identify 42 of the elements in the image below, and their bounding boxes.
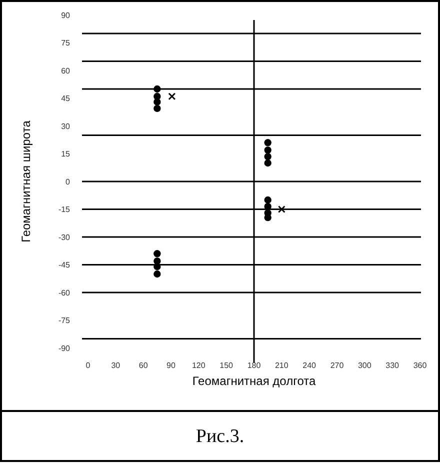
x-tick-label: 330 [386,361,400,370]
x-tick-label: 270 [330,361,344,370]
y-tick-label: -45 [58,260,71,270]
point [154,270,161,278]
x-tick-label: 150 [220,361,234,370]
point [278,206,286,213]
y-tick-label: 75 [61,38,71,48]
x-tick-label: 120 [192,361,206,370]
x-axis-title: Геомагнитная долгота [192,374,316,388]
point [154,104,161,112]
point [154,263,161,270]
point [154,250,161,258]
point [154,85,161,93]
x-tick-label: 240 [302,361,317,370]
y-tick-label: 0 [66,177,71,186]
point [168,92,176,100]
y-tick-label: -30 [58,232,71,242]
y-axis-title: Геомагнитная широта [19,120,33,242]
x-tick-label: 180 [247,361,262,370]
y-tick-label: 90 [61,10,71,20]
x-tick-label: 60 [138,361,148,370]
point [154,98,161,106]
point [264,146,272,154]
y-tick-label: 15 [61,150,71,159]
point [264,139,272,146]
y-tick-label: -90 [58,344,71,353]
x-tick-label: 0 [86,361,91,370]
y-tick-label: -15 [58,205,71,214]
point [264,159,272,167]
text: Рис.3. [196,426,244,447]
x-tick-label: 300 [358,361,372,370]
point [264,196,272,204]
y-tick-label: -60 [58,288,71,298]
x-tick-label: 210 [274,361,289,370]
y-tick-label: -75 [58,316,71,326]
x-tick-label: 30 [111,361,121,370]
y-tick-label: 30 [61,122,71,131]
x-tick-label: 90 [166,361,176,370]
y-tick-label: 45 [61,94,71,104]
x-tick-label: 360 [413,361,428,370]
point [264,152,272,160]
y-tick-label: 60 [61,66,71,76]
